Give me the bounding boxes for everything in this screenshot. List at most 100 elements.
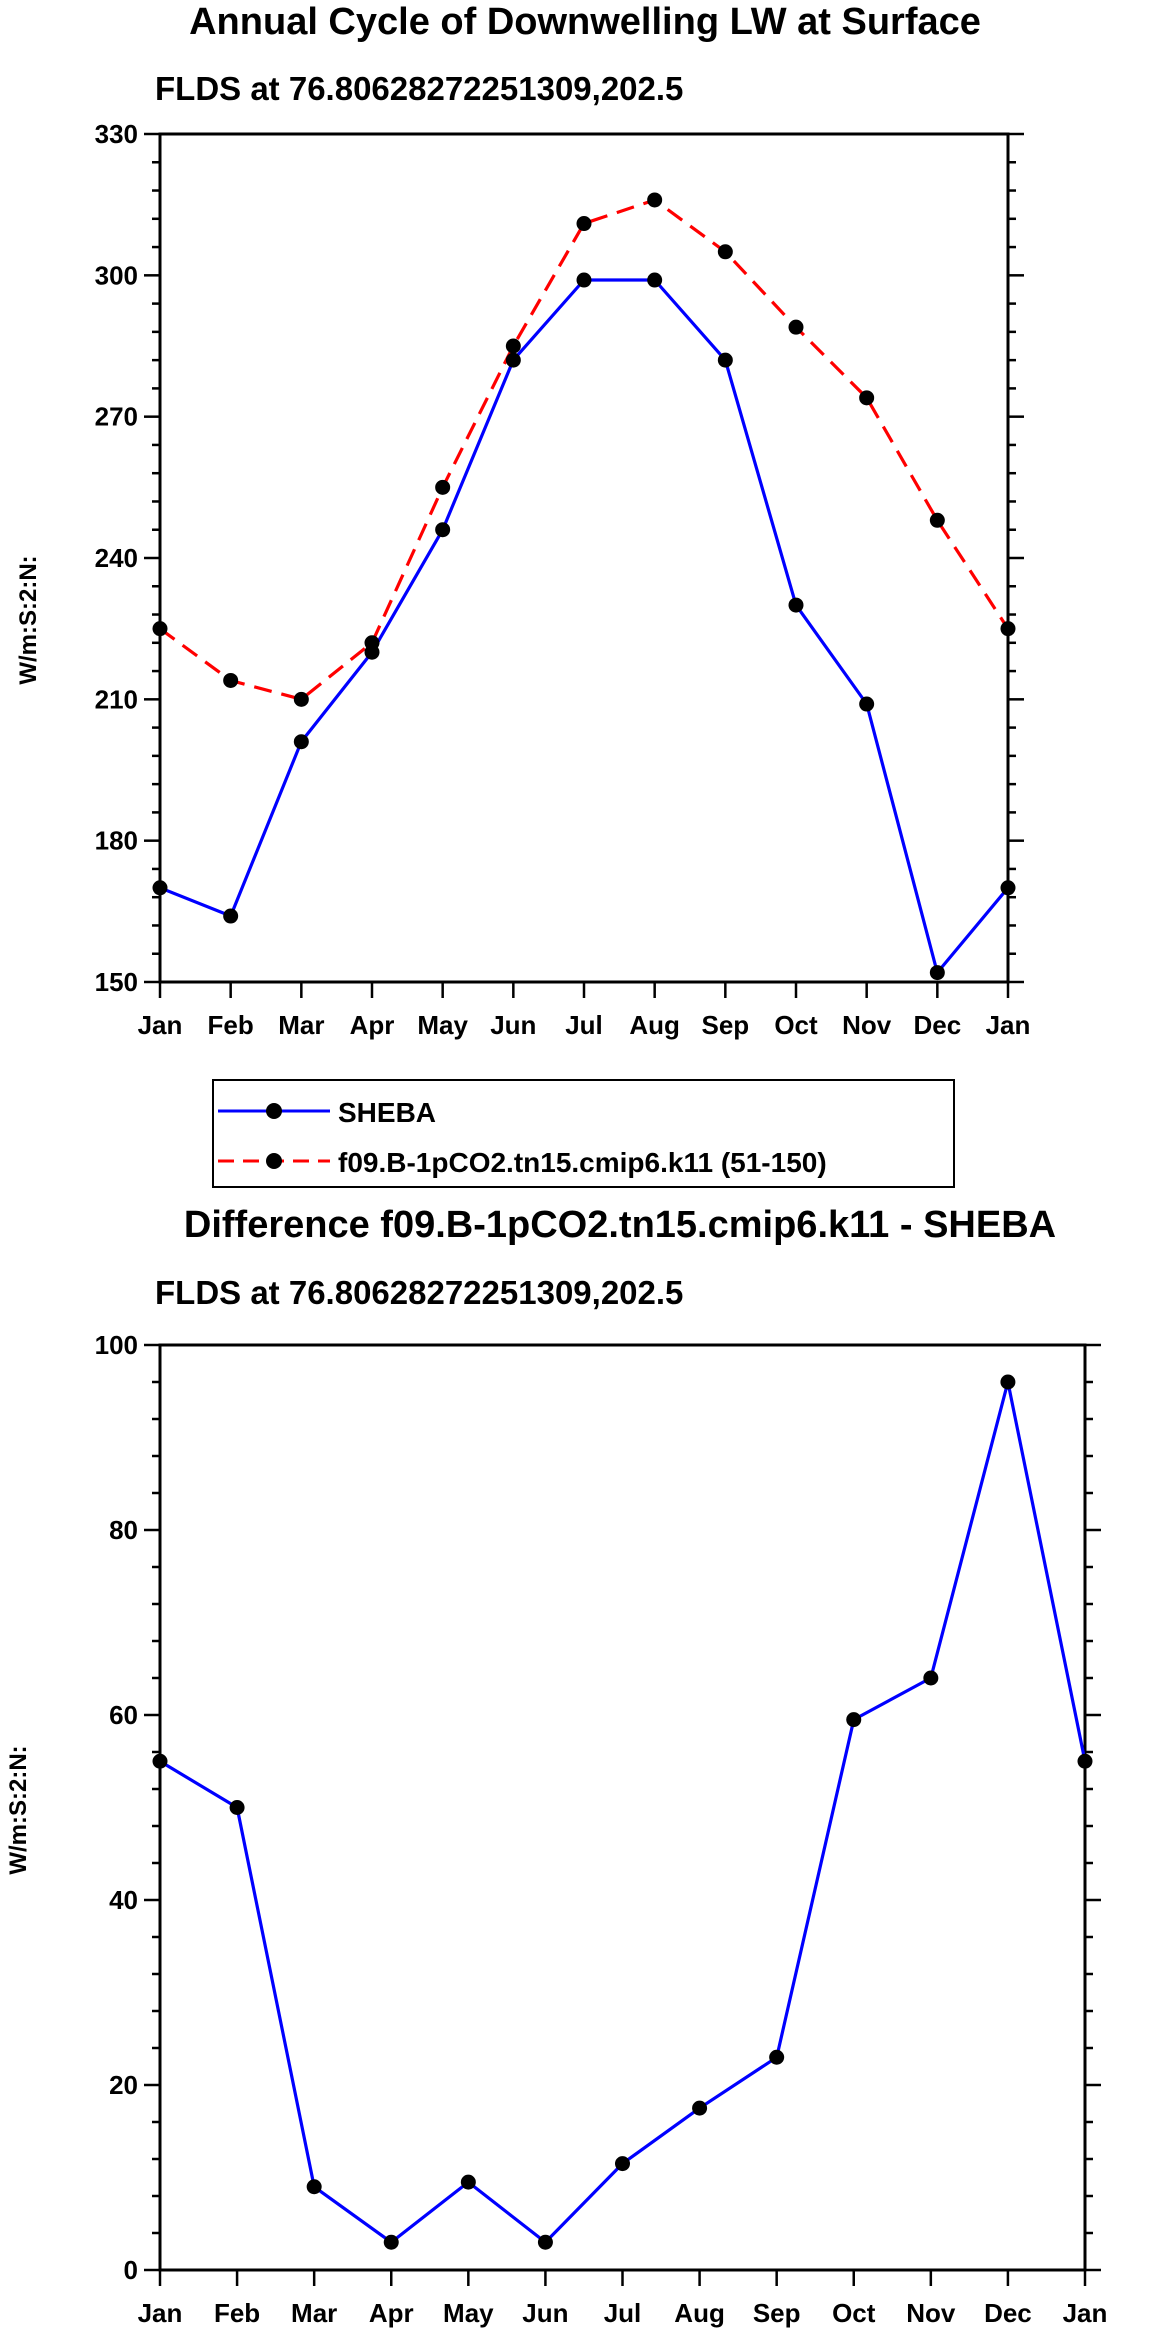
plot-frame: [158, 1343, 1087, 2272]
data-point: [364, 635, 380, 651]
x-tick-label: Jan: [986, 1010, 1031, 1040]
x-tick-label: Jul: [604, 2298, 642, 2328]
x-tick-label: Dec: [984, 2298, 1032, 2328]
x-tick-label: Apr: [369, 2298, 414, 2328]
y-tick-label: 300: [95, 260, 138, 290]
legend-marker-model: [266, 1153, 282, 1169]
x-tick-label: Feb: [214, 2298, 260, 2328]
data-point: [1000, 880, 1016, 896]
x-tick-label: Jun: [490, 1010, 536, 1040]
data-point: [293, 734, 309, 750]
plot-area: [144, 132, 1024, 998]
x-tick-label: Jun: [522, 2298, 568, 2328]
chart-title: Difference f09.B-1pCO2.tn15.cmip6.k11 - …: [184, 1204, 1056, 1246]
plot-area: [144, 1343, 1101, 2286]
x-tick-label: Mar: [278, 1010, 324, 1040]
y-tick-label: 210: [95, 684, 138, 714]
y-tick-label: 60: [109, 1700, 138, 1730]
panel-difference: Difference f09.B-1pCO2.tn15.cmip6.k11 - …: [5, 1204, 1107, 2328]
x-tick-label: Sep: [753, 2298, 801, 2328]
data-point: [647, 192, 663, 208]
y-tick-label: 330: [95, 119, 138, 149]
data-point: [1000, 1374, 1016, 1390]
series-line-0: [159, 1380, 1087, 2244]
data-point: [229, 1800, 245, 1815]
y-axis-label: W/m:S:2:N:: [15, 555, 42, 684]
y-tick-labels: 150 180 210 240 270 300 330: [95, 119, 138, 997]
data-point: [152, 1753, 168, 1769]
data-point: [1077, 1753, 1093, 1769]
x-tick-label: Aug: [674, 2298, 725, 2328]
series-lines: [159, 198, 1010, 975]
y-tick-label: 100: [95, 1330, 138, 1360]
data-point: [846, 1712, 862, 1728]
y-tick-labels: 0 20 40 60 80 100: [95, 1330, 138, 2285]
data-point: [223, 908, 239, 924]
y-tick-label: 0: [124, 2255, 138, 2285]
data-point: [717, 244, 733, 260]
data-point: [929, 512, 945, 528]
y-tick-label: 20: [109, 2070, 138, 2100]
data-point: [576, 216, 592, 232]
x-tick-label: Jan: [138, 1010, 183, 1040]
legend: SHEBA f09.B-1pCO2.tn15.cmip6.k11 (51-150…: [212, 1079, 955, 1188]
y-tick-label: 240: [95, 543, 138, 573]
x-tick-label: Apr: [350, 1010, 395, 1040]
data-point: [435, 479, 451, 495]
series-lines: [159, 1380, 1087, 2244]
data-point: [717, 352, 733, 368]
data-point: [788, 597, 804, 613]
data-point: [537, 2234, 553, 2250]
data-point: [929, 965, 945, 981]
x-tick-label: Feb: [208, 1010, 254, 1040]
data-point: [505, 338, 521, 354]
chart-title: Annual Cycle of Downwelling LW at Surfac…: [189, 1, 981, 43]
series-markers: [152, 1374, 1093, 2250]
chart-subtitle: FLDS at 76.80628272251309,202.5: [155, 70, 683, 107]
data-point: [615, 2156, 630, 2172]
data-point: [223, 672, 239, 688]
data-point: [505, 352, 521, 368]
data-point: [460, 2174, 476, 2190]
data-point: [576, 272, 592, 288]
panel-annual-cycle: Annual Cycle of Downwelling LW at Surfac…: [15, 1, 1030, 1040]
data-point: [769, 2049, 785, 2065]
x-tick-label: Jan: [1063, 2298, 1108, 2328]
legend-label-model: f09.B-1pCO2.tn15.cmip6.k11 (51-150): [338, 1147, 827, 1178]
x-tick-label: Mar: [291, 2298, 337, 2328]
data-point: [306, 2179, 322, 2195]
data-point: [647, 272, 663, 288]
chart-subtitle: FLDS at 76.80628272251309,202.5: [155, 1274, 683, 1311]
series-markers: [152, 192, 1016, 981]
data-point: [859, 390, 875, 406]
legend-box: [212, 1079, 955, 1188]
legend-marker-sheba: [266, 1103, 282, 1119]
data-point: [152, 621, 168, 637]
x-tick-label: Oct: [832, 2298, 876, 2328]
data-point: [383, 2234, 399, 2250]
x-tick-label: Jul: [565, 1010, 603, 1040]
x-tick-label: Nov: [906, 2298, 956, 2328]
x-tick-labels: Jan Feb Mar Apr May Jun Jul Aug Sep Oct Nov Dec Jan: [138, 1010, 1031, 1040]
y-tick-label: 150: [95, 967, 138, 997]
x-tick-label: May: [417, 1010, 468, 1040]
y-tick-label: 270: [95, 402, 138, 432]
series-line-0: [159, 278, 1010, 975]
x-tick-label: Dec: [913, 1010, 961, 1040]
y-axis-label: W/m:S:2:N:: [5, 1745, 32, 1874]
data-point: [435, 522, 451, 538]
x-tick-label: May: [443, 2298, 494, 2328]
x-tick-label: Jan: [138, 2298, 183, 2328]
data-point: [1000, 621, 1016, 637]
data-point: [152, 880, 168, 896]
y-tick-label: 180: [95, 826, 138, 856]
y-tick-label: 80: [109, 1515, 138, 1545]
x-tick-labels: Jan Feb Mar Apr May Jun Jul Aug Sep Oct Nov Dec Jan: [138, 2298, 1108, 2328]
y-tick-label: 40: [109, 1885, 138, 1915]
legend-label-sheba: SHEBA: [338, 1097, 436, 1128]
x-tick-label: Sep: [701, 1010, 749, 1040]
x-tick-label: Oct: [774, 1010, 818, 1040]
data-point: [788, 319, 804, 335]
data-point: [859, 696, 875, 712]
